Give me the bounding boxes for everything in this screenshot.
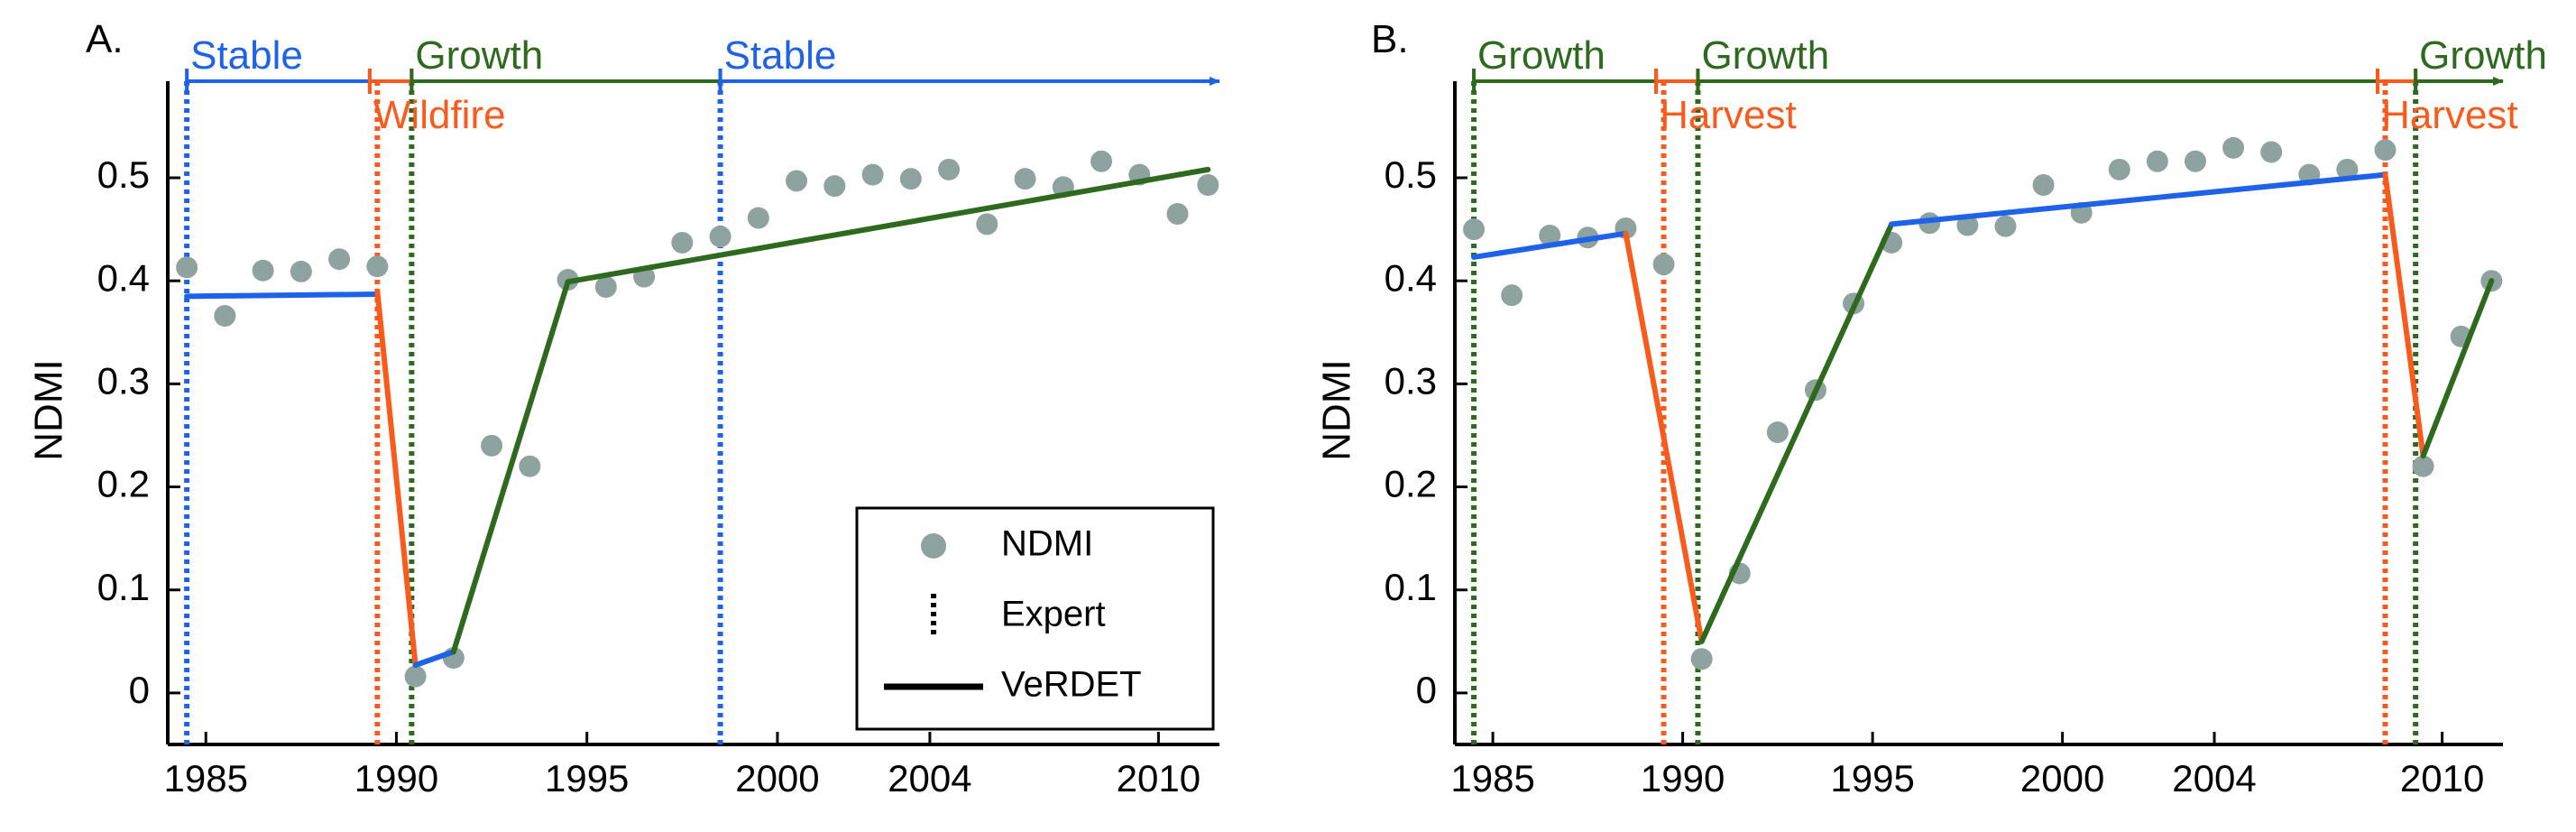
x-tick-label: 2000 <box>2020 757 2104 800</box>
y-axis-label: NDMI <box>1315 359 1359 460</box>
legend-box <box>855 506 1215 731</box>
ndmi-point <box>709 226 731 248</box>
y-tick-label: 0.2 <box>1385 463 1437 505</box>
legend-marker-point <box>921 533 946 559</box>
y-tick-label: 0 <box>1416 669 1437 711</box>
panel-label: B. <box>1371 17 1409 61</box>
ndmi-point <box>404 665 427 688</box>
ndmi-point <box>2108 158 2130 180</box>
verdet-segment-growth <box>1698 221 1895 644</box>
panel-b: B. NDMI 0 0.1 0.2 0.3 0.4 0.5 1985 1990 1995 2000 20… <box>1315 17 2547 800</box>
x-tick-label: 2000 <box>735 757 819 800</box>
x-tick-label: 2004 <box>2172 757 2256 800</box>
y-tick-label: 0.4 <box>97 256 150 299</box>
y-tick-label: 0.1 <box>97 566 150 608</box>
x-tick-label: 2004 <box>888 757 971 800</box>
ndmi-point <box>671 231 694 254</box>
ndmi-point <box>1766 421 1789 444</box>
x-tick-label: 1995 <box>1830 757 1914 800</box>
ndmi-point <box>1539 224 1561 246</box>
panel-label: A. <box>86 17 124 61</box>
x-tick-label: 1985 <box>164 757 248 800</box>
ndmi-point <box>290 260 312 282</box>
ndmi-point <box>1197 174 1219 197</box>
panel-a: A. NDMI 0 0.1 0.2 0.3 0.4 0.5 1985 1990 1995 2000 20… <box>27 17 1220 800</box>
ndmi-point <box>594 276 617 299</box>
ndmi-point <box>2032 174 2055 197</box>
ndmi-point <box>2146 150 2168 172</box>
ndmi-point <box>2412 455 2434 477</box>
ndmi-point <box>976 213 998 236</box>
y-tick-label: 0.3 <box>97 359 150 402</box>
y-tick-label: 0.4 <box>1385 256 1437 299</box>
x-tick-label: 2010 <box>2400 757 2484 800</box>
period-label: Growth <box>2419 33 2547 78</box>
period-label: Harvest <box>1660 93 1797 137</box>
period-label: Growth <box>415 33 543 78</box>
period-label: Stable <box>190 33 303 78</box>
ndmi-point <box>2184 150 2206 172</box>
legend-label: VeRDET <box>1001 665 1142 705</box>
ndmi-point <box>823 175 846 198</box>
verdet-segment-stable <box>184 291 381 300</box>
verdet-segment-stable <box>412 649 456 669</box>
ndmi-point <box>328 248 351 271</box>
ndmi-point <box>366 255 389 278</box>
ndmi-point <box>1994 215 2017 237</box>
x-tick-label: 1990 <box>1641 757 1725 800</box>
verdet-segment-growth <box>450 279 571 655</box>
ndmi-point <box>899 168 922 190</box>
x-tick-label: 2010 <box>1117 757 1201 800</box>
ndmi-point <box>2336 158 2359 180</box>
y-tick-label: 0.5 <box>97 153 150 196</box>
period-label: Growth <box>1701 33 1829 78</box>
ndmi-point <box>786 170 808 192</box>
x-tick-label: 1995 <box>545 757 629 800</box>
ndmi-point <box>1014 168 1036 190</box>
ndmi-point <box>2374 139 2397 162</box>
ndmi-point <box>1652 253 1675 275</box>
y-tick-label: 0.1 <box>1385 566 1437 608</box>
ndmi-point <box>252 259 274 282</box>
period-label: Stable <box>724 33 837 78</box>
x-tick-label: 1985 <box>1450 757 1534 800</box>
ndmi-point <box>519 455 541 477</box>
ndmi-point <box>214 305 236 328</box>
ndmi-point <box>1690 648 1713 670</box>
ndmi-point <box>176 256 198 279</box>
legend-label: Expert <box>1001 595 1106 634</box>
period-label: Wildfire <box>373 93 506 137</box>
y-tick-label: 0.2 <box>97 463 150 505</box>
verdet-segment-disturbance <box>2382 171 2426 459</box>
ndmi-point <box>1090 150 1113 172</box>
y-tick-label: 0 <box>129 669 150 711</box>
y-tick-label: 0.5 <box>1385 153 1437 196</box>
x-tick-label: 1990 <box>354 757 438 800</box>
y-axis-label: NDMI <box>27 359 71 460</box>
period-label: Growth <box>1477 33 1605 78</box>
ndmi-point <box>938 158 961 180</box>
ndmi-point <box>861 163 884 186</box>
ndmi-point <box>2222 136 2245 159</box>
verdet-segment-stable <box>1889 171 2388 227</box>
verdet-segment-growth <box>565 166 1211 285</box>
y-tick-label: 0.3 <box>1385 359 1437 402</box>
ndmi-point <box>1463 218 1486 241</box>
ndmi-point <box>481 434 503 457</box>
verdet-segment-stable <box>1471 230 1629 260</box>
verdet-segment-growth <box>2420 278 2495 459</box>
ndmi-point <box>747 207 769 229</box>
legend-label: NDMI <box>1001 524 1093 564</box>
ndmi-point <box>1501 284 1523 307</box>
period-label: Harvest <box>2381 93 2518 137</box>
verdet-segment-disturbance <box>1623 230 1705 644</box>
ndmi-point <box>2260 141 2283 163</box>
ndmi-point <box>1166 202 1189 225</box>
verdet-segment-disturbance <box>374 288 419 669</box>
